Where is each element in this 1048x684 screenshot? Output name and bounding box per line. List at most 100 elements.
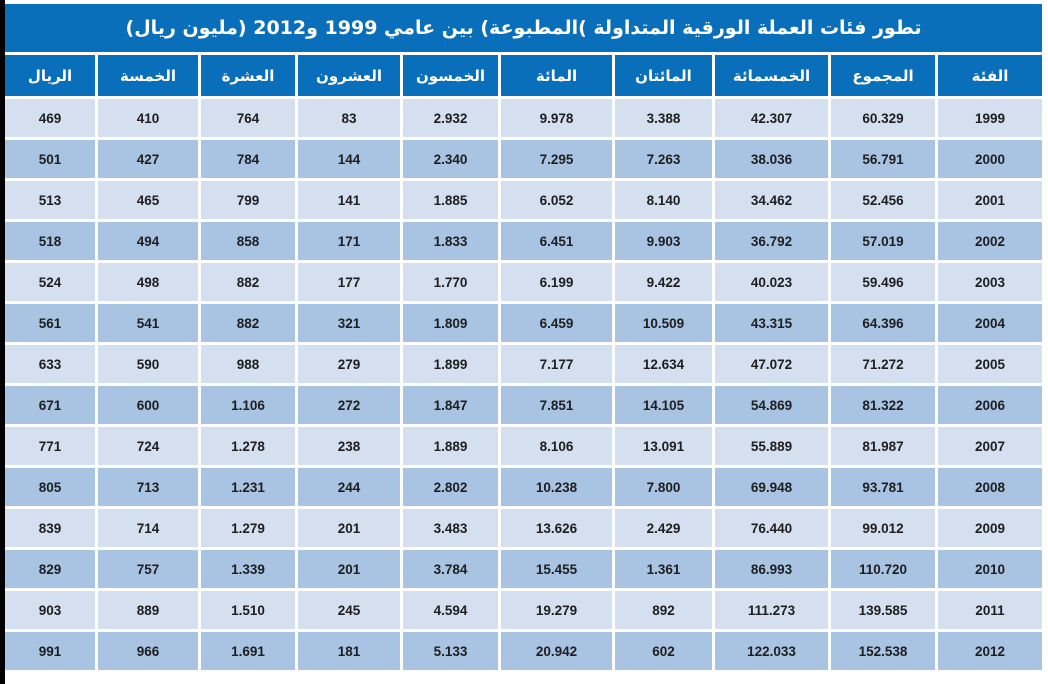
cell-five: 966 (98, 632, 198, 670)
cell-hundred: 15.455 (501, 550, 612, 588)
cell-five-hundred: 111.273 (715, 591, 828, 629)
cell-riyal: 518 (5, 222, 95, 260)
cell-total: 59.496 (831, 263, 935, 301)
cell-five-hundred: 38.036 (715, 140, 828, 178)
cell-riyal: 501 (5, 140, 95, 178)
cell-riyal: 633 (5, 345, 95, 383)
cell-fifty: 1.770 (403, 263, 498, 301)
cell-twenty: 181 (298, 632, 400, 670)
cell-year: 2007 (938, 427, 1042, 465)
currency-denominations-table: الريال الخمسة العشرة العشرون الخمسون الم… (5, 55, 1042, 670)
cell-two-hundred: 2.429 (615, 509, 712, 547)
cell-hundred: 20.942 (501, 632, 612, 670)
cell-hundred: 19.279 (501, 591, 612, 629)
cell-total: 81.322 (831, 386, 935, 424)
cell-year: 2000 (938, 140, 1042, 178)
cell-five-hundred: 69.948 (715, 468, 828, 506)
cell-hundred: 6.451 (501, 222, 612, 260)
cell-two-hundred: 1.361 (615, 550, 712, 588)
cell-riyal: 829 (5, 550, 95, 588)
cell-ten: 988 (201, 345, 295, 383)
cell-fifty: 1.847 (403, 386, 498, 424)
cell-total: 139.585 (831, 591, 935, 629)
cell-twenty: 272 (298, 386, 400, 424)
cell-five: 724 (98, 427, 198, 465)
cell-five-hundred: 54.869 (715, 386, 828, 424)
header-cell-two-hundred: المائتان (615, 55, 712, 96)
cell-five-hundred: 55.889 (715, 427, 828, 465)
cell-hundred: 7.851 (501, 386, 612, 424)
cell-two-hundred: 9.903 (615, 222, 712, 260)
cell-twenty: 144 (298, 140, 400, 178)
header-cell-total: المجموع (831, 55, 935, 96)
cell-twenty: 83 (298, 99, 400, 137)
cell-two-hundred: 13.091 (615, 427, 712, 465)
cell-five: 465 (98, 181, 198, 219)
header-cell-five-hundred: الخمسمائة (715, 55, 828, 96)
cell-hundred: 8.106 (501, 427, 612, 465)
cell-fifty: 1.833 (403, 222, 498, 260)
cell-ten: 858 (201, 222, 295, 260)
cell-five-hundred: 40.023 (715, 263, 828, 301)
header-cell-riyal: الريال (5, 55, 95, 96)
cell-fifty: 1.885 (403, 181, 498, 219)
cell-twenty: 245 (298, 591, 400, 629)
cell-fifty: 1.899 (403, 345, 498, 383)
cell-twenty: 141 (298, 181, 400, 219)
cell-twenty: 201 (298, 509, 400, 547)
cell-two-hundred: 10.509 (615, 304, 712, 342)
cell-five: 541 (98, 304, 198, 342)
cell-ten: 1.279 (201, 509, 295, 547)
cell-five-hundred: 42.307 (715, 99, 828, 137)
cell-hundred: 10.238 (501, 468, 612, 506)
header-cell-category-year: الفئة (938, 55, 1042, 96)
cell-five: 757 (98, 550, 198, 588)
cell-fifty: 1.889 (403, 427, 498, 465)
cell-riyal: 805 (5, 468, 95, 506)
cell-riyal: 524 (5, 263, 95, 301)
cell-total: 57.019 (831, 222, 935, 260)
cell-year: 2009 (938, 509, 1042, 547)
cell-ten: 1.278 (201, 427, 295, 465)
cell-total: 56.791 (831, 140, 935, 178)
header-cell-ten: العشرة (201, 55, 295, 96)
cell-year: 1999 (938, 99, 1042, 137)
header-cell-five: الخمسة (98, 55, 198, 96)
cell-five-hundred: 76.440 (715, 509, 828, 547)
left-border (0, 0, 5, 684)
cell-riyal: 991 (5, 632, 95, 670)
cell-year: 2005 (938, 345, 1042, 383)
cell-two-hundred: 14.105 (615, 386, 712, 424)
cell-fifty: 3.483 (403, 509, 498, 547)
cell-total: 152.538 (831, 632, 935, 670)
cell-fifty: 3.784 (403, 550, 498, 588)
cell-five: 889 (98, 591, 198, 629)
header-cell-fifty: الخمسون (403, 55, 498, 96)
cell-two-hundred: 8.140 (615, 181, 712, 219)
cell-riyal: 903 (5, 591, 95, 629)
cell-five: 713 (98, 468, 198, 506)
cell-five: 600 (98, 386, 198, 424)
cell-riyal: 771 (5, 427, 95, 465)
cell-two-hundred: 3.388 (615, 99, 712, 137)
cell-fifty: 5.133 (403, 632, 498, 670)
table-title: تطور فئات العملة الورقية المتداولة )المط… (5, 4, 1042, 52)
cell-five: 410 (98, 99, 198, 137)
cell-twenty: 201 (298, 550, 400, 588)
cell-two-hundred: 7.263 (615, 140, 712, 178)
cell-fifty: 2.340 (403, 140, 498, 178)
cell-year: 2008 (938, 468, 1042, 506)
cell-fifty: 4.594 (403, 591, 498, 629)
cell-five: 590 (98, 345, 198, 383)
cell-twenty: 238 (298, 427, 400, 465)
cell-five-hundred: 86.993 (715, 550, 828, 588)
cell-total: 52.456 (831, 181, 935, 219)
cell-ten: 1.231 (201, 468, 295, 506)
cell-riyal: 671 (5, 386, 95, 424)
cell-riyal: 561 (5, 304, 95, 342)
cell-two-hundred: 12.634 (615, 345, 712, 383)
cell-riyal: 513 (5, 181, 95, 219)
cell-five-hundred: 34.462 (715, 181, 828, 219)
cell-hundred: 6.199 (501, 263, 612, 301)
cell-year: 2012 (938, 632, 1042, 670)
